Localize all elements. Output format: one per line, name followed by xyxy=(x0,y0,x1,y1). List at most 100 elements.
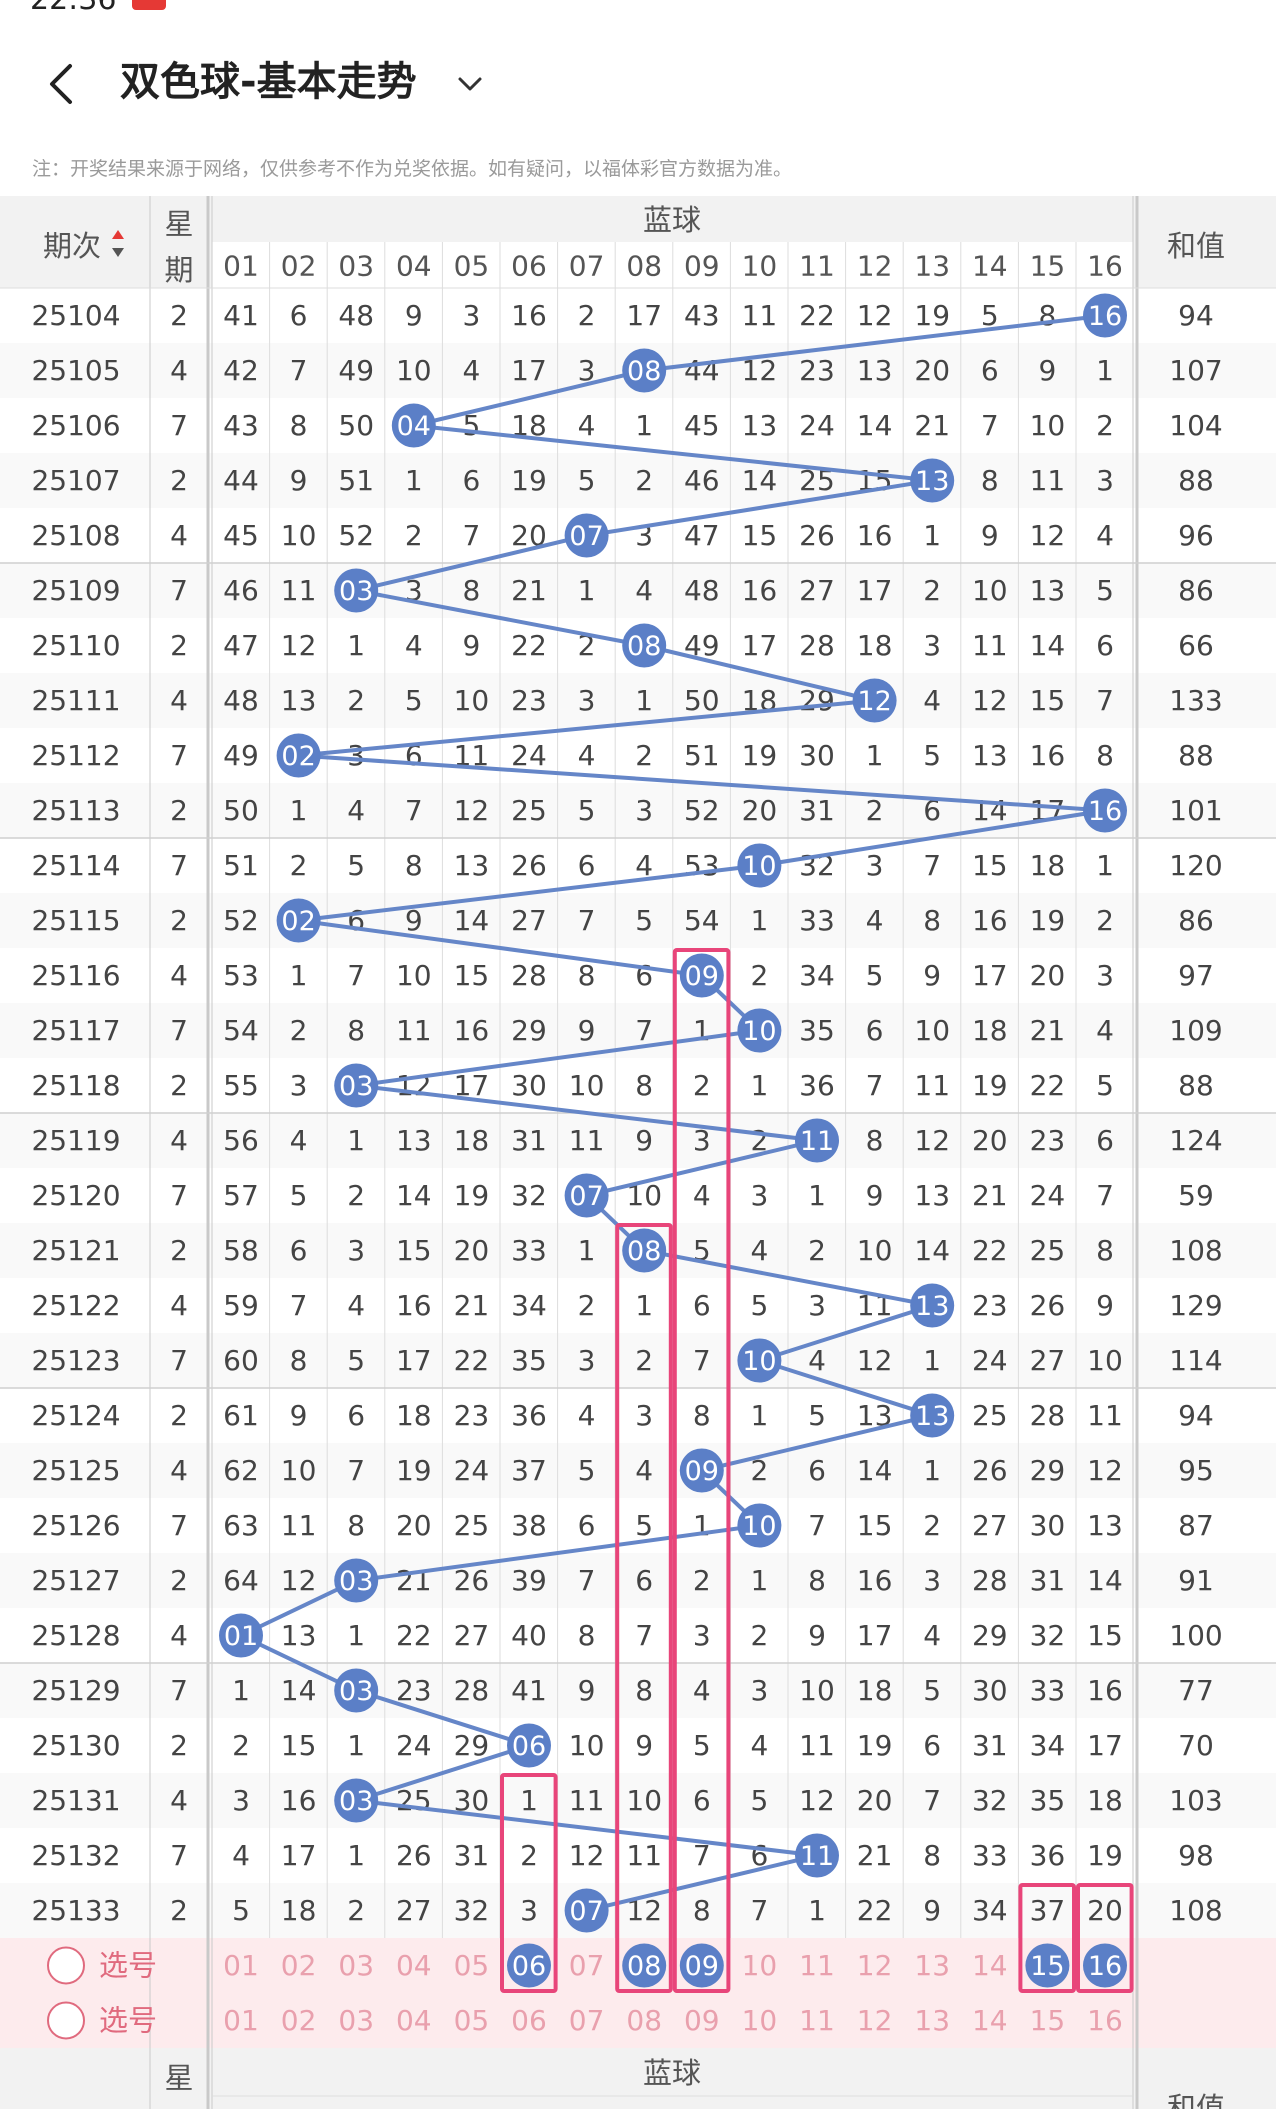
select-number[interactable]: 13 xyxy=(914,1949,950,1982)
blue-ball xyxy=(622,623,667,668)
period-cell: 25120 xyxy=(31,1179,120,1212)
select-number[interactable]: 10 xyxy=(742,2004,778,2037)
blue-ball-number: 16 xyxy=(1088,796,1122,827)
select-number[interactable]: 03 xyxy=(338,2004,374,2037)
omission-cell: 5 xyxy=(578,1454,596,1487)
omission-cell: 13 xyxy=(1030,574,1066,607)
omission-cell: 13 xyxy=(281,1619,317,1652)
select-number[interactable]: 16 xyxy=(1087,2004,1123,2037)
omission-cell: 7 xyxy=(923,849,941,882)
omission-cell: 31 xyxy=(972,1729,1008,1762)
picked-number-ball[interactable]: 15 xyxy=(1025,1943,1070,1988)
omission-cell: 3 xyxy=(923,1564,941,1597)
select-number[interactable]: 04 xyxy=(396,1949,432,1982)
omission-cell: 3 xyxy=(693,1619,711,1652)
omission-cell: 9 xyxy=(405,299,423,332)
period-cell: 25133 xyxy=(31,1894,120,1927)
weekday-header-bottom: 期 xyxy=(164,253,193,287)
select-number[interactable]: 14 xyxy=(972,2004,1008,2037)
select-number[interactable]: 08 xyxy=(626,2004,662,2037)
back-button[interactable] xyxy=(30,54,90,114)
omission-cell: 24 xyxy=(511,739,547,772)
select-number[interactable]: 12 xyxy=(857,1949,893,1982)
select-number[interactable]: 06 xyxy=(511,2004,547,2037)
picked-number-ball[interactable]: 09 xyxy=(679,1943,724,1988)
select-number[interactable]: 07 xyxy=(569,1949,605,1982)
omission-cell: 8 xyxy=(1096,739,1114,772)
omission-cell: 3 xyxy=(808,1289,826,1322)
select-number[interactable]: 10 xyxy=(742,1949,778,1982)
select-number[interactable]: 05 xyxy=(454,2004,490,2037)
omission-cell: 16 xyxy=(857,1564,893,1597)
omission-cell: 20 xyxy=(396,1509,432,1542)
page-title: 双色球-基本走势 xyxy=(120,59,417,105)
omission-cell: 8 xyxy=(1096,1234,1114,1267)
blue-ball-number: 10 xyxy=(742,851,776,882)
omission-cell: 13 xyxy=(742,409,778,442)
omission-cell: 16 xyxy=(1087,1674,1123,1707)
omission-cell: 34 xyxy=(511,1289,547,1322)
blue-ball xyxy=(910,1393,955,1438)
omission-cell: 17 xyxy=(972,959,1008,992)
picked-number-ball[interactable]: 08 xyxy=(622,1943,667,1988)
omission-cell: 4 xyxy=(693,1179,711,1212)
number-column-header: 09 xyxy=(684,250,720,283)
omission-cell: 4 xyxy=(405,629,423,662)
select-number[interactable]: 11 xyxy=(799,2004,835,2037)
omission-cell: 2 xyxy=(290,1014,308,1047)
select-number[interactable]: 01 xyxy=(223,2004,259,2037)
picked-number-ball[interactable]: 06 xyxy=(507,1943,551,1988)
select-number[interactable]: 09 xyxy=(684,2004,720,2037)
omission-cell: 11 xyxy=(1087,1399,1123,1432)
omission-cell: 9 xyxy=(290,464,308,497)
omission-cell: 14 xyxy=(1030,629,1066,662)
select-number[interactable]: 12 xyxy=(857,2004,893,2037)
select-number[interactable]: 02 xyxy=(281,2004,317,2037)
title-dropdown-button[interactable] xyxy=(448,62,492,106)
sort-down-icon[interactable] xyxy=(112,248,124,257)
select-radio[interactable] xyxy=(47,1946,85,1985)
omission-cell: 12 xyxy=(799,1784,835,1817)
sum-cell: 104 xyxy=(1169,409,1222,442)
select-number[interactable]: 05 xyxy=(454,1949,490,1982)
select-number[interactable]: 13 xyxy=(914,2004,950,2037)
select-number[interactable]: 04 xyxy=(396,2004,432,2037)
status-bar: 22:36 xyxy=(0,0,1276,12)
omission-cell: 48 xyxy=(684,574,720,607)
picked-number-ball[interactable]: 16 xyxy=(1083,1943,1127,1988)
blue-ball-number: 12 xyxy=(857,686,891,717)
select-number[interactable]: 01 xyxy=(223,1949,259,1982)
sort-up-icon[interactable] xyxy=(112,230,124,239)
omission-cell: 3 xyxy=(520,1894,538,1927)
select-number[interactable]: 03 xyxy=(338,1949,374,1982)
period-cell: 25128 xyxy=(31,1619,120,1652)
omission-cell: 4 xyxy=(635,1454,653,1487)
sum-cell: 88 xyxy=(1178,739,1214,772)
omission-cell: 4 xyxy=(750,1729,768,1762)
omission-cell: 3 xyxy=(1096,959,1114,992)
omission-cell: 14 xyxy=(914,1234,950,1267)
period-cell: 25117 xyxy=(31,1014,120,1047)
omission-cell: 7 xyxy=(635,1014,653,1047)
sum-cell: 77 xyxy=(1178,1674,1214,1707)
omission-cell: 26 xyxy=(511,849,547,882)
omission-cell: 19 xyxy=(1030,904,1066,937)
omission-cell: 7 xyxy=(635,1619,653,1652)
omission-cell: 6 xyxy=(635,1564,653,1597)
select-number[interactable]: 15 xyxy=(1030,2004,1066,2037)
omission-cell: 14 xyxy=(396,1179,432,1212)
select-number[interactable]: 02 xyxy=(281,1949,317,1982)
period-cell: 25124 xyxy=(31,1399,120,1432)
select-number[interactable]: 14 xyxy=(972,1949,1008,1982)
select-radio[interactable] xyxy=(47,2001,85,2040)
omission-cell: 35 xyxy=(799,1014,835,1047)
omission-cell: 17 xyxy=(857,1619,893,1652)
select-number[interactable]: 07 xyxy=(569,2004,605,2037)
period-cell: 25104 xyxy=(31,299,120,332)
blue-ball xyxy=(910,458,955,503)
omission-cell: 7 xyxy=(347,1454,365,1487)
select-number[interactable]: 11 xyxy=(799,1949,835,1982)
omission-cell: 7 xyxy=(693,1839,711,1872)
weekday-cell: 4 xyxy=(170,1124,188,1157)
sum-cell: 88 xyxy=(1178,464,1214,497)
